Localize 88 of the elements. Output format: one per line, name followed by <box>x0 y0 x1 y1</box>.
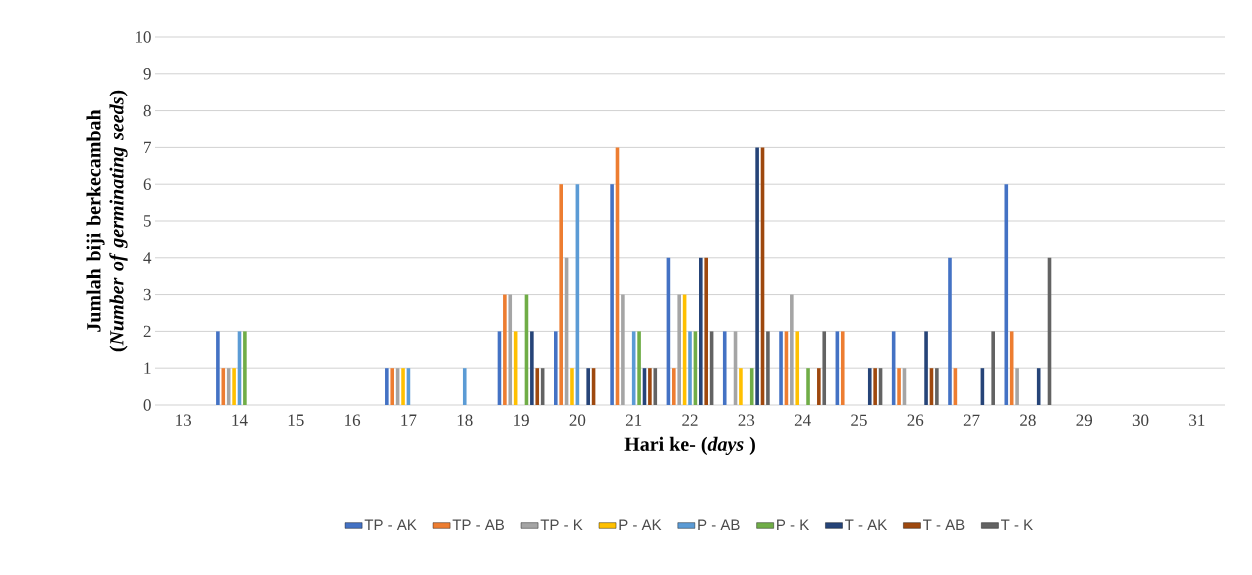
bar <box>749 368 754 405</box>
legend-label: T - AK <box>845 519 888 530</box>
bar <box>610 184 614 405</box>
x-tick-label: 16 <box>345 414 361 426</box>
y-tick-label: 7 <box>144 141 151 153</box>
bar <box>795 331 800 405</box>
bar <box>806 368 810 405</box>
x-tick-label: 19 <box>514 414 529 426</box>
y-tick-label: 1 <box>144 362 151 374</box>
x-tick-label: 22 <box>682 414 698 426</box>
x-tick-label: 26 <box>907 414 924 426</box>
bar <box>867 368 872 405</box>
x-tick-label: 20 <box>569 414 586 426</box>
bar <box>559 184 563 405</box>
bar <box>1004 184 1009 405</box>
bar <box>216 331 220 405</box>
y-tick-label: 4 <box>143 252 152 264</box>
bar <box>817 368 821 405</box>
x-tick-label: 18 <box>457 414 473 426</box>
bar <box>243 331 247 405</box>
bar <box>232 368 236 405</box>
x-tick-label: 30 <box>1132 414 1149 426</box>
bar <box>755 147 759 405</box>
legend-label: P - AB <box>698 519 740 530</box>
x-tick-label: 24 <box>794 414 811 426</box>
x-axis-title: Hari ke- (days ) <box>624 436 755 456</box>
bar <box>948 257 952 405</box>
x-tick-label: 13 <box>176 414 192 426</box>
bar <box>637 331 641 405</box>
bar <box>221 368 226 405</box>
bar <box>586 368 590 405</box>
bar <box>739 368 743 405</box>
x-tick-label: 15 <box>288 414 304 426</box>
legend-label: TP - AB <box>452 519 505 530</box>
bar <box>390 368 395 405</box>
bar <box>924 331 928 405</box>
y-tick-label: 10 <box>135 31 151 43</box>
bar <box>508 294 513 405</box>
bar <box>766 331 770 405</box>
x-tick-label: 14 <box>232 414 248 426</box>
x-tick-label: 28 <box>1020 414 1036 426</box>
x-tick-label: 21 <box>625 414 642 426</box>
bar <box>530 331 534 405</box>
x-tick-label: 23 <box>738 414 755 426</box>
bar <box>1015 368 1019 405</box>
bar <box>535 368 540 405</box>
y-tick-label: 0 <box>143 399 151 411</box>
bar <box>570 368 574 405</box>
bar <box>553 331 558 405</box>
bar <box>401 368 405 405</box>
bar <box>385 368 389 405</box>
bar <box>653 368 658 405</box>
bar <box>677 294 682 405</box>
bar <box>991 331 995 405</box>
bar <box>779 331 783 405</box>
bar <box>935 368 939 405</box>
bar <box>822 331 827 405</box>
bar <box>503 294 507 405</box>
bar <box>672 368 676 405</box>
legend-label: T - K <box>1000 519 1033 530</box>
bar <box>722 331 727 405</box>
bar <box>840 331 845 405</box>
bar <box>873 368 877 405</box>
bar <box>699 257 703 405</box>
legend-label: T - AB <box>923 519 965 530</box>
y-tick-label: 9 <box>143 68 151 80</box>
bar <box>790 294 794 405</box>
x-tick-label: 17 <box>401 414 417 426</box>
y-tick-label: 8 <box>143 104 151 117</box>
y-tick-label: 2 <box>143 325 151 338</box>
y-tick-label: 5 <box>143 215 151 227</box>
bar <box>688 331 692 405</box>
legend-label: P - K <box>777 519 810 530</box>
x-tick-label: 29 <box>1076 414 1093 426</box>
bar <box>462 368 467 405</box>
bar <box>704 257 709 405</box>
y-tick-label: 6 <box>143 178 151 190</box>
x-tick-label: 31 <box>1189 414 1205 426</box>
legend-label: TP - K <box>540 519 583 530</box>
bar <box>897 368 901 405</box>
x-tick-label: 27 <box>963 414 980 426</box>
legend-label: P - AK <box>619 519 662 530</box>
bar <box>648 368 652 405</box>
x-tick-label: 25 <box>851 414 867 426</box>
y-tick-label: 3 <box>143 288 151 301</box>
bar <box>621 294 625 405</box>
y-axis-title: Jumlah biji berkecambah (Number of germinating seeds) <box>86 90 128 352</box>
legend-label: TP - AK <box>364 519 417 530</box>
